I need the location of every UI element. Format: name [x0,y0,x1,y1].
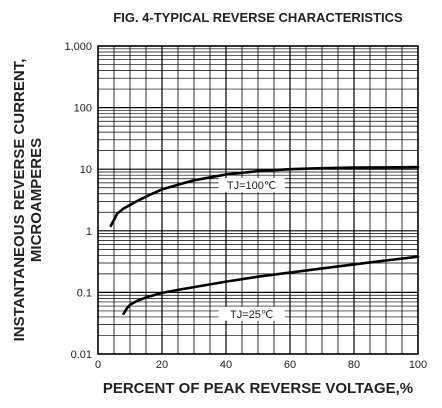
y-tick-label: 10 [80,164,92,176]
x-tick-label: 100 [409,359,427,371]
annotation-background [218,306,285,321]
x-tick-label: 0 [95,359,101,371]
y-tick-label: 0.1 [77,287,92,299]
x-tick-label: 80 [348,359,360,371]
grid [98,46,418,354]
label-tj-100: TJ=100℃ [227,180,276,192]
axis-ticks: 0 20 40 60 80 100 0.01 0.1 1 10 100 1,000 [64,41,427,371]
annotations: TJ=100℃ TJ=25℃ [218,178,285,321]
plot-frame [97,45,419,355]
x-tick-label: 60 [284,359,296,371]
x-tick-label: 20 [156,359,168,371]
series-line-tj-25 [122,255,420,316]
y-axis-label-group: INSTANTANEOUS REVERSE CURRENT, MICROAMPE… [11,59,45,342]
y-tick-label: 100 [74,103,92,115]
y-axis-label-line1: INSTANTANEOUS REVERSE CURRENT, [11,59,28,342]
x-tick-label: 40 [220,359,232,371]
y-axis-label-line2: MICROAMPERES [28,138,45,262]
x-axis-label: PERCENT OF PEAK REVERSE VOLTAGE,% [103,380,413,397]
series-lines [109,165,420,316]
y-tick-label: 0.01 [71,349,92,361]
chart-title: FIG. 4-TYPICAL REVERSE CHARACTERISTICS [113,10,403,25]
y-tick-label: 1 [86,226,92,238]
y-tick-label: 1,000 [64,41,92,53]
series-line-tj-100 [109,165,420,228]
annotation-background [218,178,285,193]
label-tj-25: TJ=25℃ [230,309,273,321]
